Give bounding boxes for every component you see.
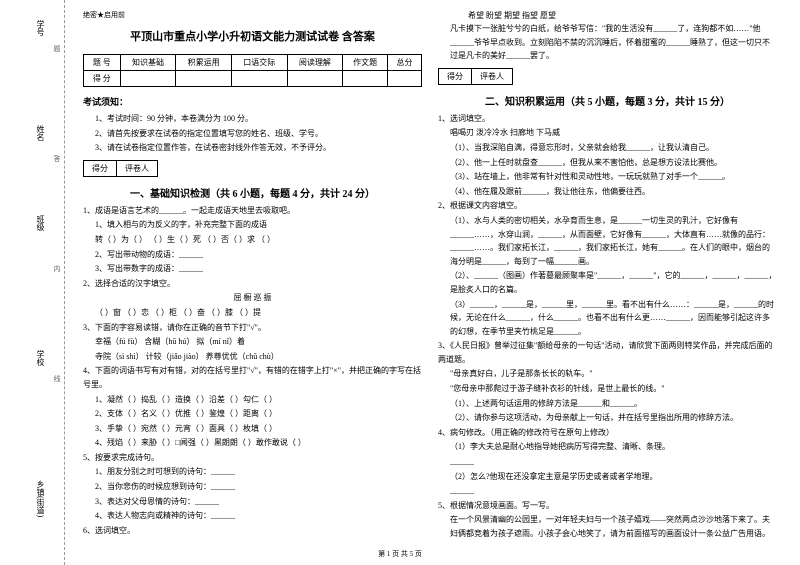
cutline-3: 内 [52,265,62,284]
label-student-id: 学号 [35,20,46,36]
label-school: 学校 [35,350,46,366]
score-cell[interactable] [120,71,176,87]
p2-q1: 1、选词填空。 [438,112,777,126]
q5-2: 2、当你悲伤的时候应想到诗句：______ [83,480,422,494]
binding-margin: 学号 姓名 班级 学校 乡镇(街道) 题 答 内 线 [0,0,65,565]
exam-title: 平顶山市重点小学小升初语文能力测试试卷 含答案 [83,28,422,44]
p2-q4: 4、病句修改。（用正确的修改符号在原句上修改） [438,426,777,440]
score-box-2: 得分 评卷人 [438,68,513,85]
p2-q4-4: ______ [438,484,777,498]
p2-q5-text: 在一个风景清幽的公园里，一对年轻夫妇与一个孩子嬉戏——突然两点沙沙地落下来了。夫… [438,513,777,540]
q4-2: 2、支体（ ）名义（ ）优推（ ）鉴煌（ ）距离（ ） [83,407,422,421]
th-4: 阅读理解 [287,55,343,71]
score-cell[interactable] [343,71,388,87]
cutline-2: 答 [52,155,62,174]
q3: 3、下面的字容易读错，请你在正确的音节下打"√"。 [83,321,422,335]
q4-4: 4、残焰（ ）来胁（ ）□闻强（ ）黑朗朗（ ）敢作敢说（ ） [83,436,422,450]
options-row: 希望 盼望 期望 指望 愿望 [438,10,777,21]
q1c: 3、写出带数字的成语：______ [83,262,422,276]
th-3: 口语交际 [231,55,287,71]
th-5: 作文题 [343,55,388,71]
q2-line: （ ）窗 （ ）恋 （ ）柜 （ ）奋 （ ）膝 （ ）提 [83,306,422,320]
notice-3: 3、请在试卷指定位置作答，在试卷密封线外作答无效，不予评分。 [83,141,422,155]
cutline-4: 线 [52,375,62,394]
scorebox-a: 得分 [84,161,117,176]
column-left: 绝密★启用前 平顶山市重点小学小升初语文能力测试试卷 含答案 题 号 知识基础 … [75,10,430,565]
q3-2: 寺院（sì shì） 计较（jiǎo jiào） 养尊优优（chǔ chù） [83,350,422,364]
label-town: 乡镇(街道) [35,480,46,517]
p2-q5: 5、根据情况意境画面。写一写。 [438,499,777,513]
p2-q1-words: 唱喝刃 泼冷冷水 扫廊地 下马威 [438,126,777,140]
score-cell[interactable] [176,71,232,87]
page-footer: 第 1 页 共 5 页 [0,549,800,559]
q4-3: 3、手挚（ ）宛然（ ）元宵（ ）面具（ ）枚填（ ） [83,422,422,436]
score-cell[interactable] [231,71,287,87]
scorebox-b: 评卷人 [117,161,157,176]
story: 凡卡摸下一张脏兮兮的白纸，给爷爷写信："我的生活没有______了，连狗都不如…… [438,22,777,63]
th-num: 题 号 [84,55,121,71]
notice-heading: 考试须知： [83,95,422,108]
p2-q2-1: （1）、水与人类的密切相关，水孕育而生息，是______一切生灵的乳汁，它好像有… [438,214,777,268]
p2-q2-2: （2）、______（图画）作著墓最顾聚率是"______，______"，它的… [438,269,777,296]
q6: 6、选词填空。 [83,524,422,538]
p2-q4-3: （2）怎么?他现在还没拿定主意是学历史或者或者学地理。 [438,470,777,484]
q4-1: 1、凝然（ ）捣乱（ ）造换（ ）沿差（ ）勾仁（ ） [83,393,422,407]
score-box: 得分 评卷人 [83,160,158,177]
p2-q3: 3、《人民日报》曾举过征集"额给母亲的一句话"活动，请欣赏下面两则特奖作品，并完… [438,339,777,366]
score-cell[interactable] [287,71,343,87]
q4: 4、下面的词语书写有对有错，对的在括号里打"√"，有错的在错字上打"×"，并把正… [83,364,422,391]
scorebox2-b: 评卷人 [472,69,512,84]
p2-q3-a: "母亲真好白，儿子是那条长长的轨车。" [438,367,777,381]
p2-q1-2: （2）、他一上任时就盘查______，但我从来不害怕他，总是想方设法比赛他。 [438,156,777,170]
q5-1: 1、朋友分别之时可想到的诗句：______ [83,465,422,479]
column-right: 希望 盼望 期望 指望 愿望 凡卡摸下一张脏兮兮的白纸，给爷爷写信："我的生活没… [430,10,785,565]
q2: 2、选择合适的汉字填空。 [83,277,422,291]
row-score-label: 得 分 [84,71,121,87]
cutline-1: 题 [52,45,62,64]
th-2: 积累运用 [176,55,232,71]
q3-1: 幸福（fú fù） 含糊（hū hú） 拟（mí nǐ）着 [83,335,422,349]
q1a: 1、填入相与的为反义的字，补充完整下面的成语 [83,218,422,232]
part1-title: 一、基础知识检测（共 6 小题，每题 4 分，共计 24 分） [83,185,422,200]
p2-q2: 2、根据课文内容填空。 [438,199,777,213]
score-table: 题 号 知识基础 积累运用 口语交际 阅读理解 作文题 总分 得 分 [83,54,422,87]
q2-chars: 屈 橱 巡 振 [83,291,422,305]
p2-q4-1: （1）李大夫总是耐心地指导她把病历写得完整、清晰、条理。 [438,440,777,454]
q5-3: 3、表达对父母恩情的诗句：______ [83,495,422,509]
label-class: 班级 [35,215,46,231]
q5-4: 4、表达人物志向或精神的诗句：______ [83,509,422,523]
p2-q1-4: （4）、他在履及跟前______，我让他往东，他偏要往西。 [438,185,777,199]
p2-q3-1: （1）、上述两句话运用的修辞方法是______和______。 [438,397,777,411]
p2-q1-1: （1）、当我深陷自满，得意忘形时，父亲就会给我______，让我认清自己。 [438,141,777,155]
p2-q3-b: "您母亲中那爬过于游子缝补衣衫的针线，是世上最长的线。" [438,382,777,396]
notice-2: 2、请首先按要求在试卷的指定位置填写您的姓名、班级、学号。 [83,127,422,141]
scorebox2-a: 得分 [439,69,472,84]
th-6: 总分 [387,55,421,71]
part2-title: 二、知识积累运用（共 5 小题，每题 3 分，共计 15 分） [438,93,777,108]
confidential-label: 绝密★启用前 [83,10,422,20]
p2-q3-2: （2）、请你参与这项活动，为母亲献上一句话，并在括号里指出所用的修辞方法。 [438,411,777,425]
q1a-line: 转（ ）为（ ） （ ）生（ ）死 （ ）否（ ）求 （ ） [83,233,422,247]
opt: 希望 盼望 期望 指望 愿望 [468,10,556,21]
p2-q1-3: （3）、站在墙上，他非常有针对性和灵动性地，一玩玩就熟了对手一个______。 [438,170,777,184]
p2-q2-3: （3）______，______是，______里，______里。看不出有什么… [438,298,777,339]
th-1: 知识基础 [120,55,176,71]
p2-q4-2: ______ [438,455,777,469]
q1b: 2、写出带动物的成语：______ [83,248,422,262]
q5: 5、按要求完成诗句。 [83,451,422,465]
q1: 1、成语是语言艺术的______。一起走成语天地里去吸取吧。 [83,204,422,218]
label-name: 姓名 [35,125,46,141]
score-cell[interactable] [387,71,421,87]
notice-1: 1、考试时间：90 分钟，本卷满分为 100 分。 [83,112,422,126]
